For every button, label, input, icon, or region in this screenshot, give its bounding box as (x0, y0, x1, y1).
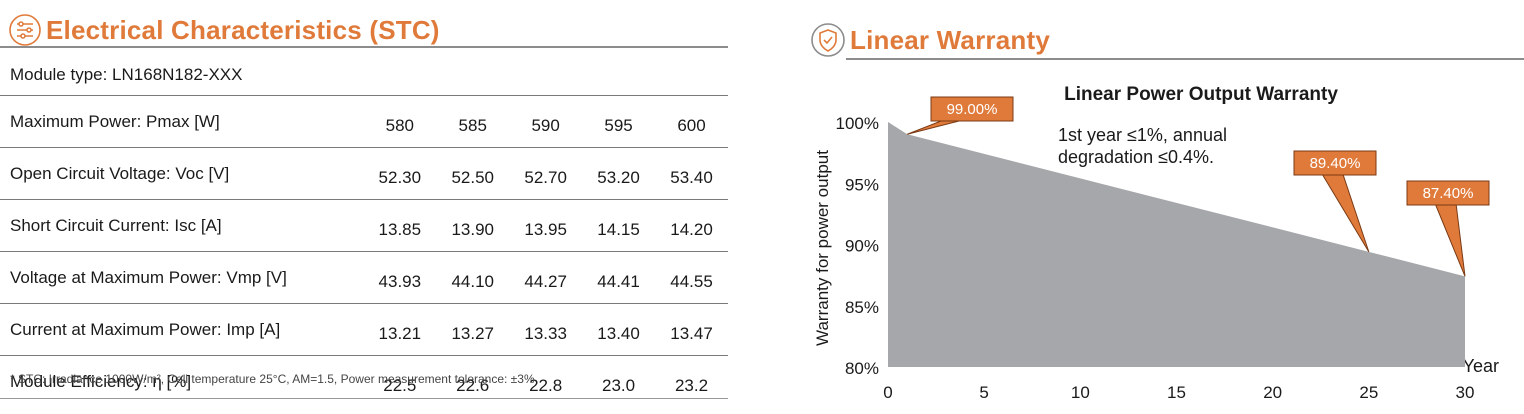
cell-value: 52.50 (436, 147, 510, 200)
cell-value: 22.5 (383, 375, 417, 395)
cell-value: 53.20 (582, 147, 656, 200)
y-tick-label: 85% (845, 298, 879, 317)
y-tick-label: 95% (845, 175, 879, 194)
cell-value: 590 (509, 95, 583, 148)
cell-value: 14.15 (582, 199, 656, 252)
cell-value: 52.70 (509, 147, 583, 200)
warranty-title: Linear Warranty (850, 24, 1050, 55)
electrical-characteristics-panel: Electrical Characteristics (STC) Module … (0, 0, 730, 414)
electrical-title: Electrical Characteristics (STC) (46, 14, 440, 45)
cell-value: 14.20 (655, 199, 728, 252)
row-label: Short Circuit Current: Isc [A] (0, 199, 364, 252)
x-axis-label: Year (1463, 356, 1499, 376)
cell-value: 13.27 (436, 303, 510, 356)
header-rule (0, 46, 728, 48)
degradation-annotation-line2: degradation ≤0.4%. (1058, 147, 1214, 167)
cell-value: 43.93 (363, 251, 437, 304)
cell-value: 23.2 (674, 375, 709, 395)
callout-box (930, 96, 1014, 122)
callout-pointer (907, 120, 960, 135)
x-tick-label: 15 (1167, 383, 1186, 402)
warranty-chart: Linear Power Output Warranty Warranty fo… (813, 84, 1499, 402)
callout-label: 89.40% (1310, 155, 1361, 172)
degradation-annotation-line1: 1st year ≤1%, annual (1058, 125, 1227, 145)
callout-pointer (1434, 204, 1466, 277)
cell-value: 13.90 (436, 199, 510, 252)
row-label: Voltage at Maximum Power: Vmp [V] (0, 251, 364, 304)
y-tick-label: 90% (845, 237, 879, 256)
cell-value: 22.6 (456, 375, 490, 395)
x-tick-label: 0 (883, 383, 892, 402)
cell-value: 13.95 (509, 199, 583, 252)
y-tick-label: 80% (845, 359, 879, 378)
x-tick-label: 5 (979, 383, 988, 402)
x-tick-label: 10 (1071, 383, 1090, 402)
warranty-area (888, 122, 1465, 367)
cell-value: 44.27 (509, 251, 583, 304)
module-type-row: Module type: LN168N182-XXX (0, 55, 728, 96)
x-tick-label: 25 (1359, 383, 1378, 402)
cell-value: 13.21 (363, 303, 437, 356)
row-label: Maximum Power: Pmax [W] (0, 95, 364, 148)
cell-value: 585 (436, 95, 510, 148)
cell-value: 44.10 (436, 251, 510, 304)
x-tick-label: 20 (1263, 383, 1282, 402)
warranty-header: Linear Warranty (810, 22, 1050, 58)
cell-value: 22.8 (529, 375, 563, 395)
cell-value: 44.41 (582, 251, 656, 304)
cell-value: 53.40 (655, 147, 728, 200)
warranty-header-rule (846, 58, 1524, 60)
table-row: Voltage at Maximum Power: Vmp [V] 43.93 … (0, 251, 728, 304)
callout-pointer (1321, 174, 1370, 253)
cell-value: 600 (655, 95, 728, 148)
callout-label: 87.40% (1423, 185, 1474, 202)
y-tick-label: 100% (836, 114, 879, 133)
module-type: Module type: LN168N182-XXX (0, 55, 728, 96)
y-axis-label: Warranty for power output (813, 150, 832, 346)
row-label: Current at Maximum Power: Imp [A] (0, 303, 364, 356)
footnote-rule (0, 398, 728, 399)
sliders-icon (9, 14, 41, 46)
table-row: Short Circuit Current: Isc [A] 13.85 13.… (0, 199, 728, 252)
cell-value: 23.0 (602, 375, 636, 395)
cell-value: 13.47 (655, 303, 728, 356)
stc-footnote: * STC: Irradiance 1000W/m², Cell tempera… (10, 372, 535, 386)
callout-box (1293, 150, 1377, 176)
table-row: Open Circuit Voltage: Voc [V] 52.30 52.5… (0, 147, 728, 200)
chart-title: Linear Power Output Warranty (1064, 84, 1338, 105)
cell-value: 595 (582, 95, 656, 148)
x-tick-label: 30 (1456, 383, 1475, 402)
cell-value: 44.55 (655, 251, 728, 304)
callout-box (1406, 180, 1490, 206)
electrical-header: Electrical Characteristics (STC) (8, 12, 440, 48)
row-label: Open Circuit Voltage: Voc [V] (0, 147, 364, 200)
spec-table: Module type: LN168N182-XXX Maximum Power… (0, 55, 728, 407)
cell-value: 13.85 (363, 199, 437, 252)
cell-value: 580 (363, 95, 437, 148)
shield-check-icon (811, 23, 845, 57)
cell-value: 52.30 (363, 147, 437, 200)
table-row: Maximum Power: Pmax [W] 580 585 590 595 … (0, 95, 728, 148)
callout-label: 99.00% (947, 101, 998, 118)
table-row: Current at Maximum Power: Imp [A] 13.21 … (0, 303, 728, 356)
row-label: Module Efficiency: η [%] (10, 371, 192, 391)
cell-value: 13.33 (509, 303, 583, 356)
table-row: Module Efficiency: η [%] 22.5 22.6 22.8 … (0, 356, 728, 408)
cell-value: 13.40 (582, 303, 656, 356)
